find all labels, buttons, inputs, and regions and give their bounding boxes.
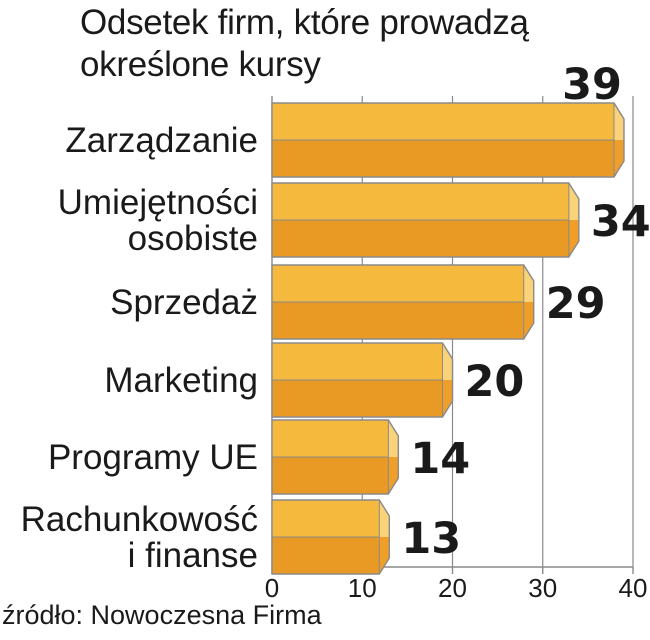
data-label: 14 <box>410 434 470 484</box>
bar-top-half <box>272 103 614 140</box>
bar-end-cap-bottom <box>388 457 399 494</box>
bar-end-cap-bottom <box>379 537 390 574</box>
bar-end-cap-top <box>379 500 390 537</box>
bar-bottom-half <box>272 380 443 417</box>
bar-bottom-half <box>272 140 614 177</box>
bar-top-half <box>272 265 524 302</box>
bar-top-half <box>272 420 389 457</box>
data-label: 13 <box>401 514 461 564</box>
bar-end-cap-bottom <box>568 220 579 257</box>
bar-bottom-half <box>272 457 389 494</box>
x-tick-label-10: 10 <box>348 573 377 603</box>
category-label: i finanse <box>128 536 258 575</box>
category-label: Marketing <box>104 361 258 400</box>
bar-bottom-half <box>272 537 380 574</box>
bar-end-cap-top <box>442 343 453 380</box>
data-label: 39 <box>562 60 622 110</box>
category-label: Rachunkowość <box>21 500 258 539</box>
bar-end-cap-top <box>388 420 399 457</box>
category-label: Zarządzanie <box>65 121 258 160</box>
bar-end-cap-bottom <box>442 380 453 417</box>
bar-bottom-half <box>272 220 569 257</box>
category-label: Umiejętności <box>58 183 258 222</box>
x-tick-label-30: 30 <box>528 573 557 603</box>
bar-bottom-half <box>272 302 524 339</box>
bar-top-half <box>272 183 569 220</box>
category-label: Programy UE <box>48 438 258 477</box>
data-label: 20 <box>465 357 525 407</box>
data-label: 29 <box>546 279 606 329</box>
category-label: osobiste <box>128 219 258 258</box>
bar-top-half <box>272 500 380 537</box>
data-label: 34 <box>591 197 650 247</box>
bar-end-cap-top <box>523 265 534 302</box>
bar-end-cap-top <box>613 103 624 140</box>
category-label: Sprzedaż <box>110 283 258 322</box>
bar-top-half <box>272 343 443 380</box>
x-tick-label-0: 0 <box>265 573 279 603</box>
bar-end-cap-bottom <box>613 140 624 177</box>
x-tick-label-40: 40 <box>619 573 648 603</box>
x-tick-label-20: 20 <box>438 573 467 603</box>
bar-end-cap-top <box>568 183 579 220</box>
chart-title: Odsetek firm, które prowadzą określone k… <box>80 3 529 84</box>
source-note: źródło: Nowoczesna Firma <box>2 600 322 630</box>
bar-end-cap-bottom <box>523 302 534 339</box>
